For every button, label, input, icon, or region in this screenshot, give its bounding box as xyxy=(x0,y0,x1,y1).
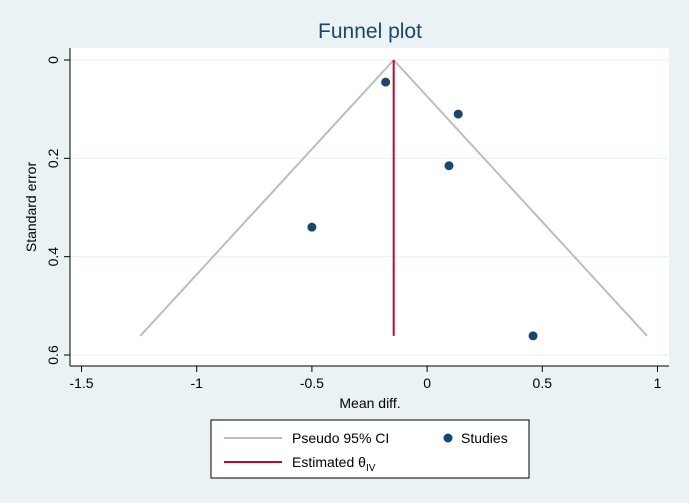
x-axis-title: Mean diff. xyxy=(339,395,400,411)
study-point-2 xyxy=(444,161,454,171)
study-point-1 xyxy=(453,109,463,119)
study-point-3 xyxy=(307,222,317,232)
y-tick-label-3: 0.6 xyxy=(45,345,61,365)
legend-box xyxy=(210,419,530,479)
plot-area xyxy=(70,48,669,366)
grid-lines xyxy=(70,59,669,356)
pseudo-ci-lines xyxy=(139,59,648,337)
legend-ci-label: Pseudo 95% CI xyxy=(292,430,389,446)
ci-line-right xyxy=(392,59,648,337)
study-point-0 xyxy=(381,77,391,87)
y-axis-title: Standard error xyxy=(23,162,39,253)
y-tick-label-1: 0.2 xyxy=(45,148,61,168)
axes: -1.5 -1 -0.5 0 0.5 1 0 0.2 0.4 0.6 xyxy=(45,48,669,391)
chart-title: Funnel plot xyxy=(318,20,422,43)
ci-line-left xyxy=(139,59,395,337)
x-tick-label-3: 0 xyxy=(423,375,431,391)
study-points xyxy=(307,77,538,341)
x-tick-label-2: -0.5 xyxy=(300,375,324,391)
y-tick-label-0: 0 xyxy=(45,56,61,64)
study-point-4 xyxy=(528,331,538,341)
x-tick-label-1: -1 xyxy=(190,375,203,391)
x-tick-label-5: 1 xyxy=(654,375,662,391)
y-tick-label-2: 0.4 xyxy=(45,247,61,267)
x-tick-label-4: 0.5 xyxy=(533,375,553,391)
legend-estimate-subscript: IV xyxy=(366,463,376,474)
legend-estimate-text: Estimated θ xyxy=(292,454,366,470)
legend-studies-marker xyxy=(443,433,453,443)
legend: Pseudo 95% CI Studies Estimated θIV xyxy=(210,419,530,479)
legend-studies-label: Studies xyxy=(461,430,508,446)
x-tick-label-0: -1.5 xyxy=(69,375,93,391)
legend-estimate-label: Estimated θIV xyxy=(292,454,376,474)
